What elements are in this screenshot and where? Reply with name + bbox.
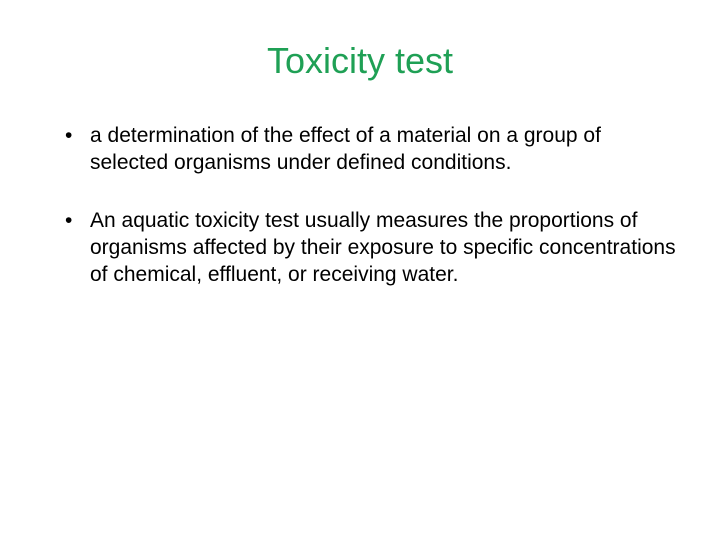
slide-title: Toxicity test bbox=[40, 40, 680, 82]
bullet-item: An aquatic toxicity test usually measure… bbox=[60, 207, 680, 289]
bullet-text: a determination of the effect of a mater… bbox=[90, 124, 601, 174]
bullet-list: a determination of the effect of a mater… bbox=[40, 122, 680, 288]
bullet-item: a determination of the effect of a mater… bbox=[60, 122, 680, 177]
bullet-text: An aquatic toxicity test usually measure… bbox=[90, 209, 676, 287]
